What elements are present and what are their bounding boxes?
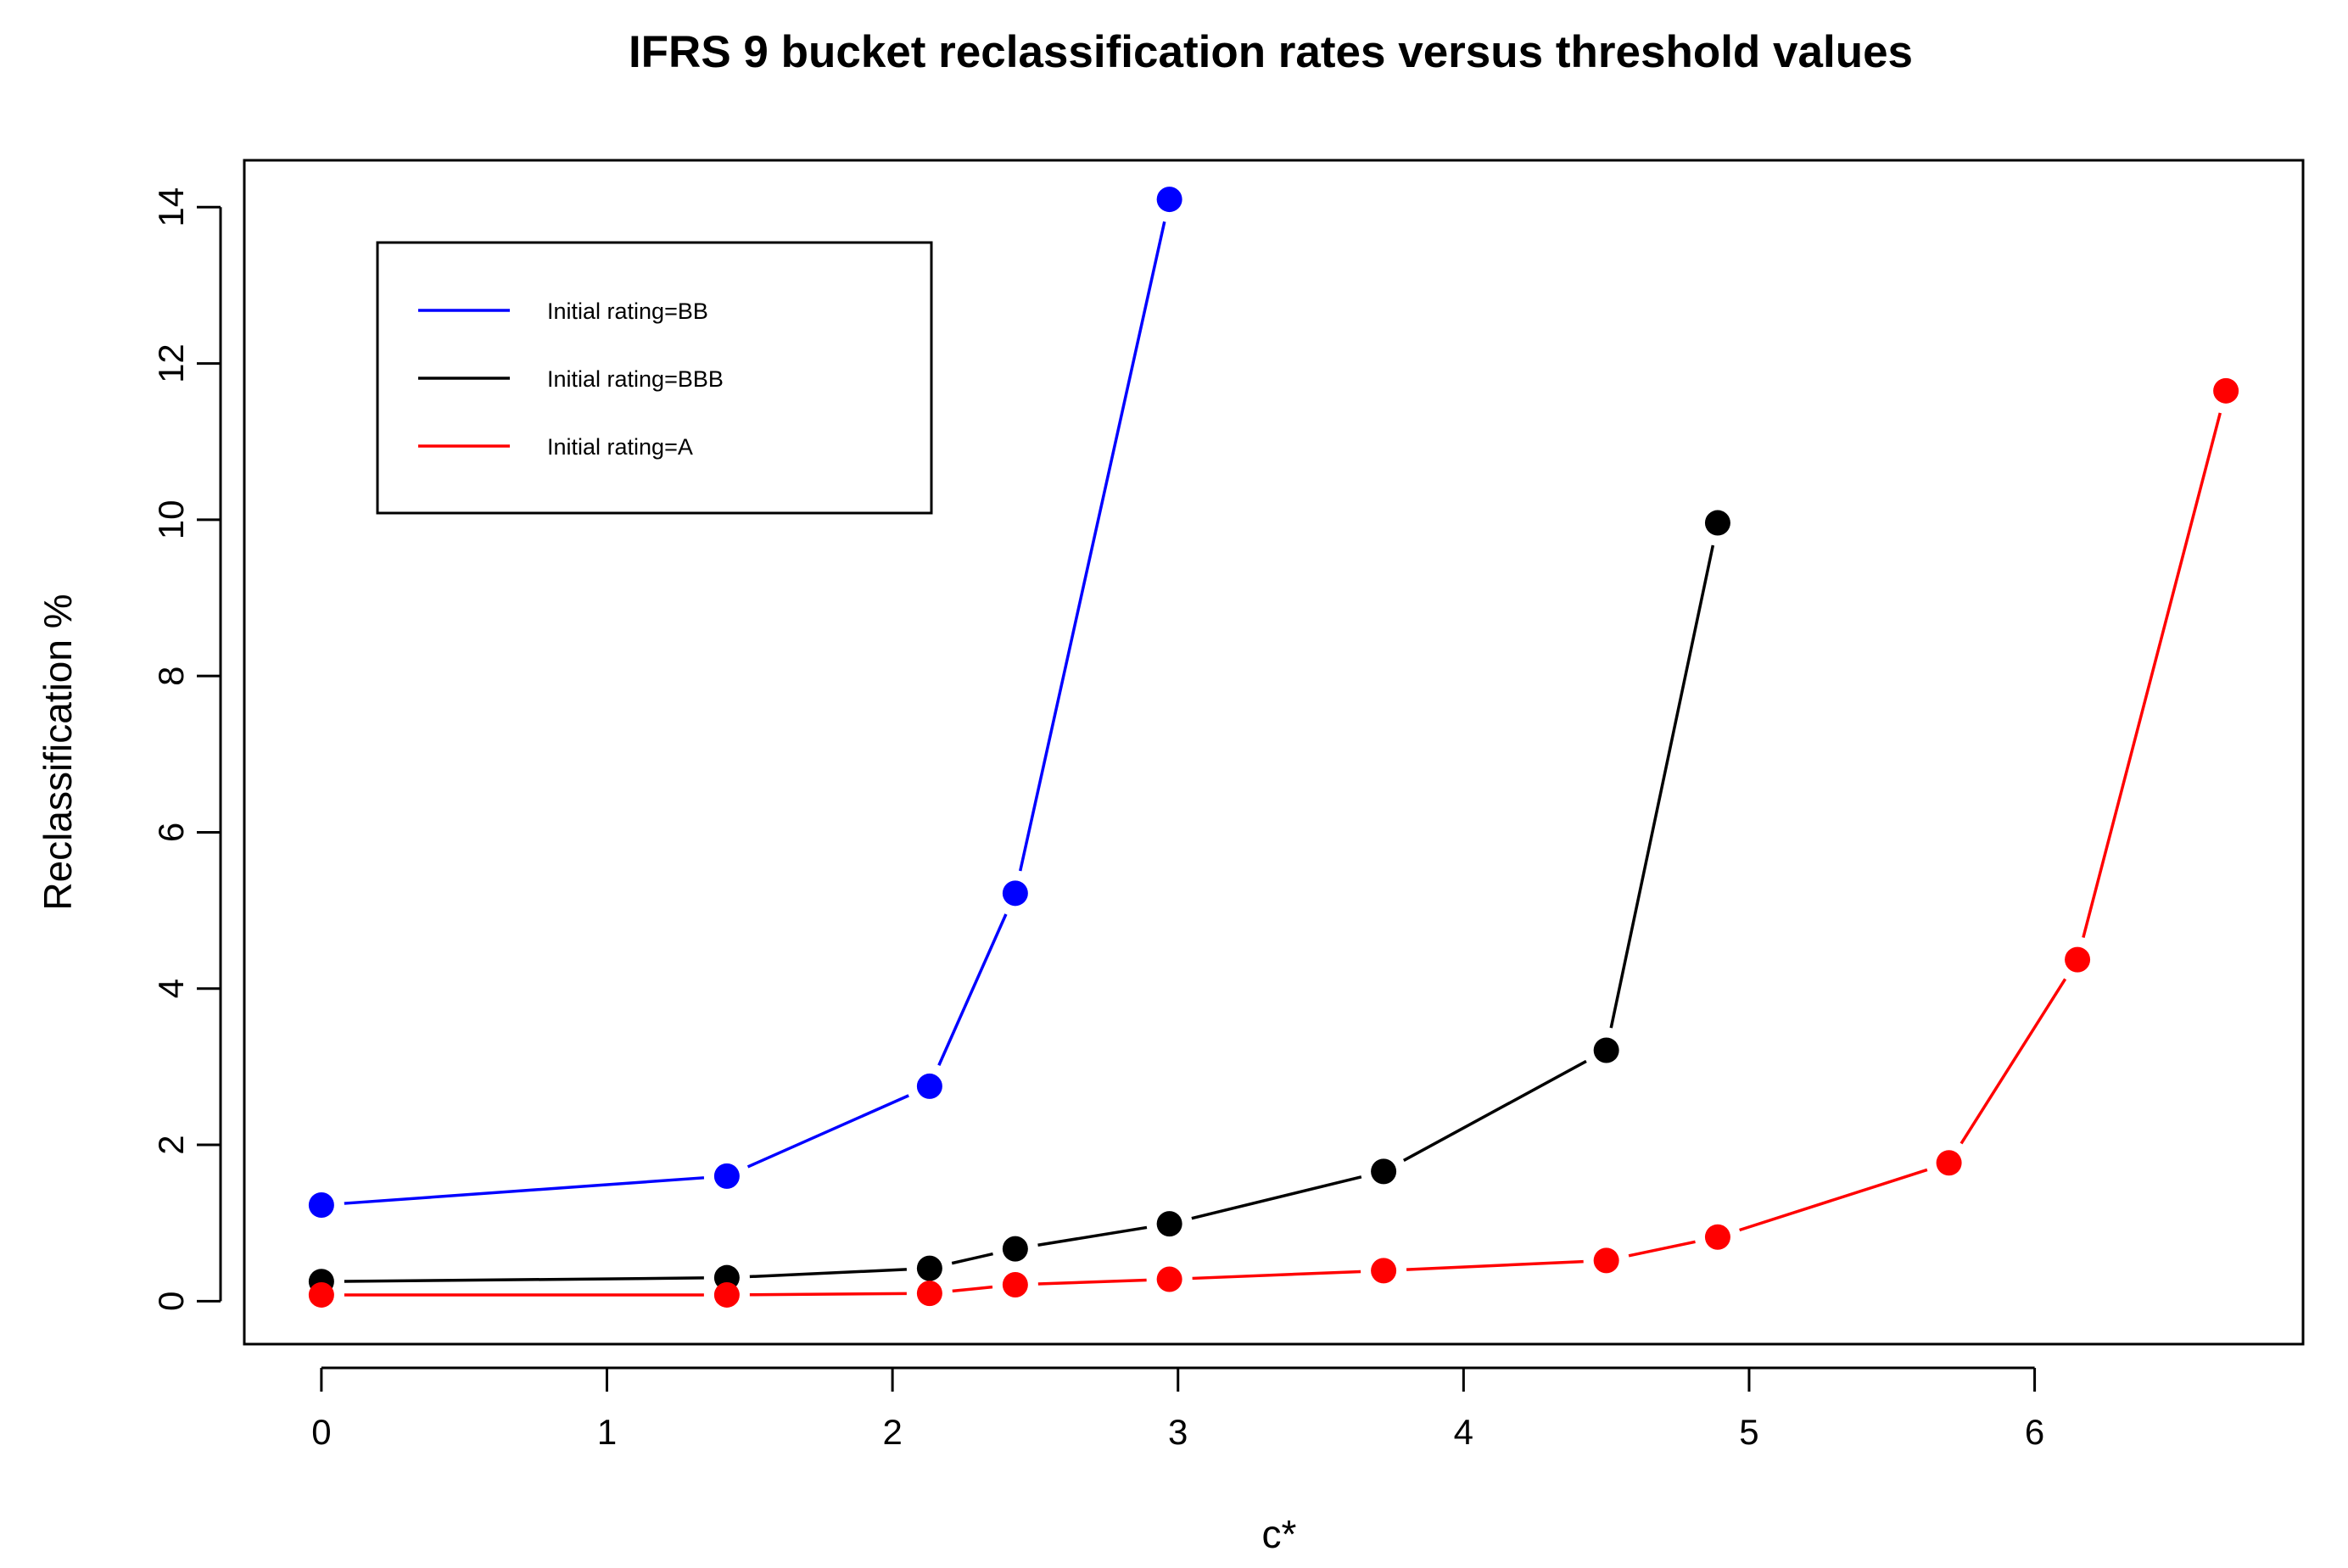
x-tick-label: 5 [1739, 1412, 1758, 1452]
series-2 [308, 377, 2239, 1308]
series-segment [1739, 1168, 1928, 1232]
y-tick-label: 4 [151, 979, 191, 998]
series-segment [749, 1292, 907, 1297]
series-segment [1406, 1259, 1584, 1271]
x-tick-label: 1 [597, 1412, 617, 1452]
data-point [2213, 377, 2239, 404]
data-point [1002, 880, 1028, 907]
data-point [1704, 510, 1730, 536]
data-point [916, 1073, 942, 1099]
series-segment [952, 1285, 993, 1293]
data-point [1704, 1224, 1730, 1250]
legend-label: Initial rating=A [547, 434, 693, 460]
data-point [1371, 1158, 1397, 1185]
series-segment [1628, 1240, 1696, 1258]
series-segment [746, 1094, 909, 1169]
data-point [1371, 1258, 1397, 1284]
x-axis: 0 1 2 3 4 5 6 [311, 1366, 2044, 1452]
chart-title: IFRS 9 bucket reclassification rates ver… [629, 27, 1913, 77]
y-axis-label: Reclassification % [36, 594, 80, 910]
series-segment [1192, 1269, 1361, 1281]
data-point [308, 1281, 334, 1308]
data-point [713, 1281, 740, 1308]
series-segment [344, 1176, 705, 1205]
x-axis-label: c* [1262, 1512, 1297, 1556]
data-point [916, 1255, 942, 1281]
y-tick-label: 12 [151, 343, 191, 383]
x-tick-label: 2 [882, 1412, 902, 1452]
series-segment [1609, 544, 1715, 1029]
x-tick-label: 0 [311, 1412, 331, 1452]
data-point [308, 1191, 334, 1218]
y-tick-label: 10 [151, 500, 191, 540]
series-segment [937, 913, 1008, 1066]
data-point [713, 1163, 740, 1189]
data-point [1156, 1211, 1182, 1237]
data-point [1593, 1037, 1619, 1063]
series-segment [1037, 1278, 1147, 1286]
x-tick-label: 4 [1454, 1412, 1473, 1452]
series-segment [1191, 1175, 1362, 1220]
x-tick-label: 6 [2025, 1412, 2044, 1452]
series-segment [344, 1276, 704, 1283]
data-point [1002, 1271, 1028, 1297]
legend: Initial rating=BB Initial rating=BBB Initi… [376, 241, 933, 515]
series-0 [308, 187, 1182, 1218]
data-point [1002, 1236, 1028, 1262]
data-point [1156, 187, 1182, 213]
legend-label: Initial rating=BB [547, 299, 708, 324]
y-tick-label: 6 [151, 823, 191, 842]
series-segment [1959, 978, 2067, 1145]
data-point [1593, 1247, 1619, 1274]
series-segment [1037, 1225, 1148, 1247]
x-tick-label: 3 [1168, 1412, 1188, 1452]
data-point [2065, 946, 2091, 973]
series-segment [749, 1268, 907, 1279]
data-point [1936, 1150, 1962, 1176]
y-tick-label: 8 [151, 666, 191, 685]
y-tick-label: 2 [151, 1135, 191, 1154]
plot-area-frame [243, 159, 2305, 1346]
y-tick-label: 14 [151, 187, 191, 227]
legend-label: Initial rating=BBB [547, 366, 724, 392]
data-point [916, 1281, 942, 1307]
data-point [1156, 1266, 1182, 1292]
series-layer [308, 187, 2239, 1308]
series-segment [1402, 1059, 1587, 1162]
series-segment [951, 1252, 993, 1265]
y-axis: 0 2 4 6 8 10 12 14 [151, 187, 222, 1311]
series-segment [2082, 412, 2222, 938]
y-tick-label: 0 [151, 1292, 191, 1311]
series-segment [1019, 221, 1166, 872]
